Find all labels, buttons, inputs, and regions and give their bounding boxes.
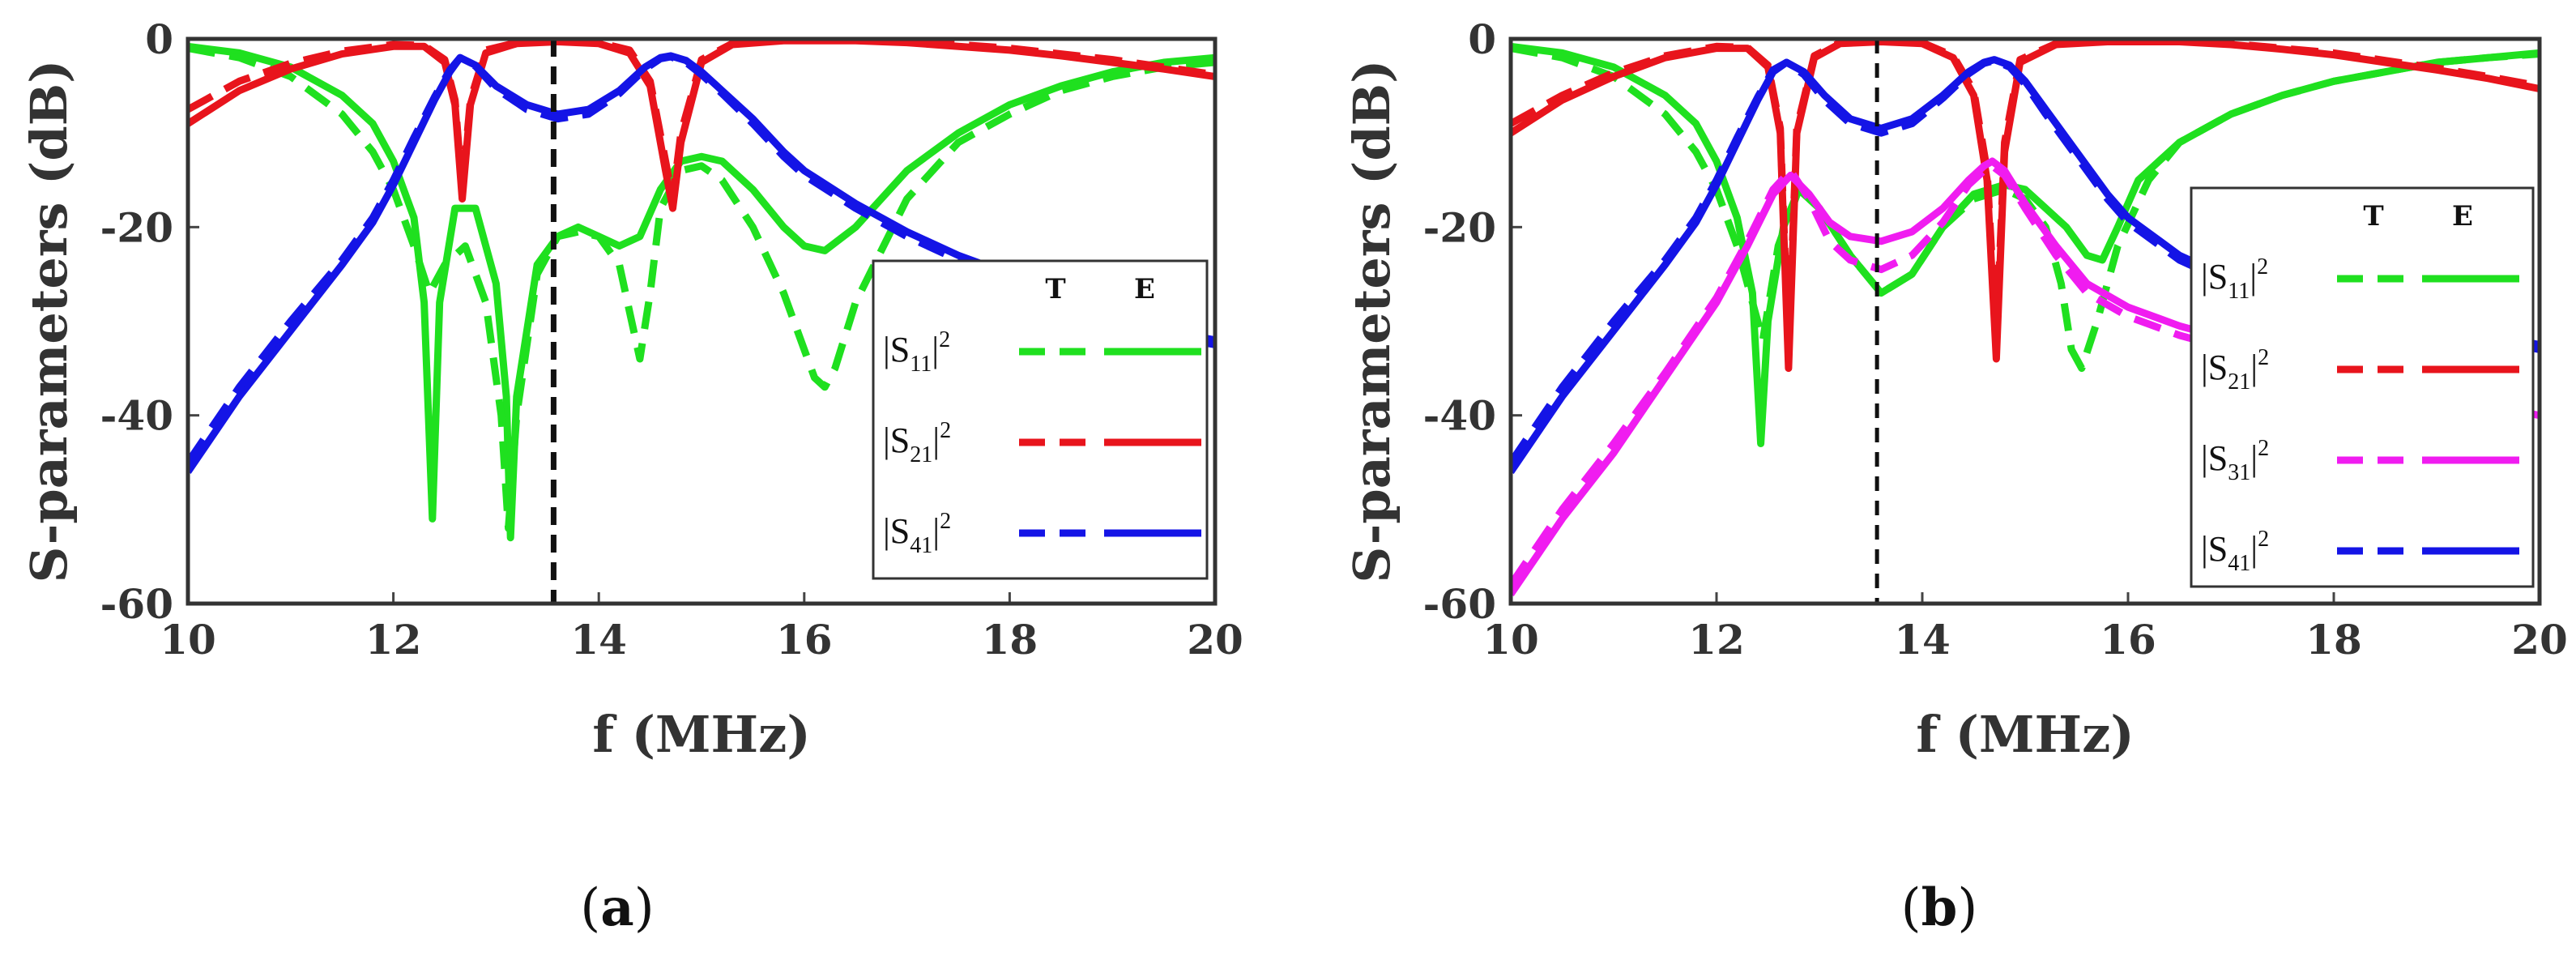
y-tick-label: -40 bbox=[1423, 392, 1496, 440]
y-tick-label: -20 bbox=[100, 203, 173, 251]
x-tick-label: 16 bbox=[776, 616, 833, 664]
chart-panel-b: 10 12 14 16 18 20 0 -20 -40 -60 T E |S11|2 |S21|2 |S31… bbox=[1342, 15, 2568, 938]
x-tick-label: 10 bbox=[1482, 616, 1539, 664]
legend-label-s11: |S11|2 bbox=[2201, 254, 2268, 304]
chart-panel-a: 10 12 14 16 18 20 0 -20 -40 -60 T E |S11|2 |S21|2 |S41… bbox=[19, 15, 1243, 938]
y-axis-title: S-parameters (dB) bbox=[1342, 60, 1401, 583]
legend-label-s21: |S21|2 bbox=[883, 418, 951, 467]
x-tick-label: 14 bbox=[1894, 616, 1951, 664]
legend-header-t: T bbox=[1045, 273, 1065, 305]
x-tick-label: 12 bbox=[365, 616, 422, 664]
x-tick-label: 16 bbox=[2100, 616, 2156, 664]
x-tick-label: 12 bbox=[1688, 616, 1745, 664]
legend-header-t: T bbox=[2363, 200, 2383, 233]
legend-box bbox=[2190, 186, 2535, 588]
x-axis-title: f (MHz) bbox=[592, 705, 810, 764]
x-tick-label: 20 bbox=[1187, 616, 1243, 664]
series-line-s41-t bbox=[188, 53, 1215, 465]
panel-label: (a) bbox=[580, 877, 654, 938]
series-line-s11-t bbox=[188, 45, 1215, 532]
y-tick-label: -20 bbox=[1423, 203, 1496, 251]
y-tick-label: 0 bbox=[1468, 15, 1496, 63]
x-tick-label: 14 bbox=[570, 616, 627, 664]
y-tick-label: -40 bbox=[100, 392, 173, 440]
series-line-s11-e bbox=[188, 42, 1215, 542]
x-tick-label: 18 bbox=[982, 616, 1039, 664]
panel-label: (b) bbox=[1901, 877, 1978, 938]
legend-label-s41: |S41|2 bbox=[2201, 527, 2269, 576]
x-tick-label: 10 bbox=[160, 616, 216, 664]
legend-label-s21: |S21|2 bbox=[2201, 345, 2269, 395]
legend-label-s11: |S11|2 bbox=[883, 327, 950, 377]
legend-label-s41: |S41|2 bbox=[883, 509, 951, 558]
legend-header-e: E bbox=[2452, 200, 2473, 233]
plot-area bbox=[188, 39, 1215, 542]
legend: T E |S11|2 |S21|2 |S31|2 |S41|2 bbox=[2190, 186, 2535, 588]
legend-header-e: E bbox=[1134, 273, 1155, 305]
legend-box bbox=[872, 259, 1209, 580]
y-tick-label: -60 bbox=[1423, 580, 1496, 628]
y-tick-label: 0 bbox=[145, 15, 173, 63]
x-tick-label: 20 bbox=[2511, 616, 2568, 664]
y-axis-title: S-parameters (dB) bbox=[19, 60, 79, 583]
plot-frame bbox=[186, 36, 1218, 606]
plot-frame bbox=[1508, 36, 2542, 606]
series-line-s31-t bbox=[1511, 162, 2540, 587]
x-axis-title: f (MHz) bbox=[1916, 705, 2134, 764]
legend-label-s31: |S31|2 bbox=[2201, 436, 2269, 485]
y-tick-label: -60 bbox=[100, 580, 173, 628]
legend: T E |S11|2 |S21|2 |S41|2 bbox=[872, 259, 1209, 580]
x-tick-label: 18 bbox=[2305, 616, 2362, 664]
